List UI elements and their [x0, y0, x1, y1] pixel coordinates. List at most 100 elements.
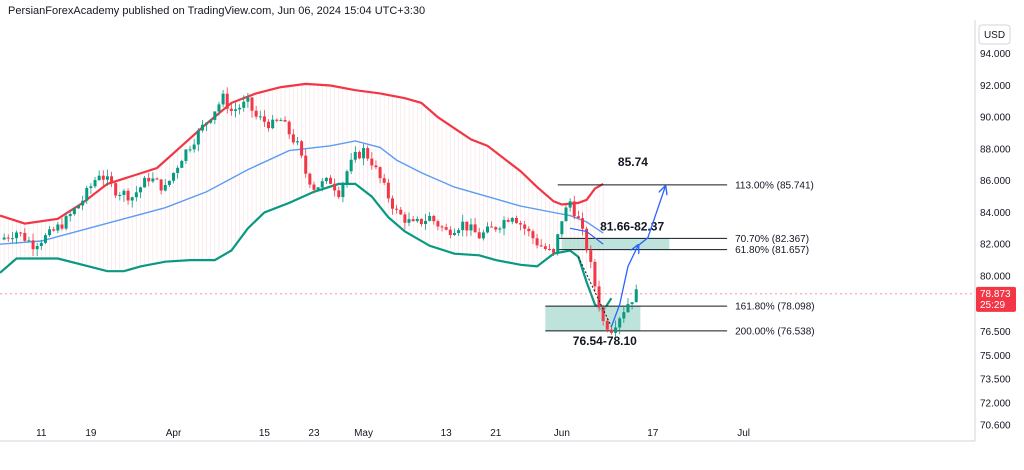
candle-body [386, 182, 390, 199]
candle-body [147, 177, 151, 182]
y-tick-label: 86.000 [980, 176, 1011, 187]
candle-body [448, 229, 452, 236]
candle-body [585, 228, 589, 251]
candle-body [324, 177, 328, 182]
candle-body [39, 242, 43, 247]
candle-body [192, 144, 196, 150]
candle-body [81, 200, 85, 206]
candle-body [349, 159, 353, 172]
candle-body [205, 122, 209, 125]
current-price-badge [976, 286, 1016, 312]
candle-body [126, 190, 130, 201]
candle-body [258, 116, 262, 118]
candle-body [374, 165, 378, 168]
candle-body [490, 226, 494, 228]
y-tick-label: 82.000 [980, 240, 1011, 251]
candle-body [304, 155, 308, 174]
candle-body [225, 93, 229, 109]
candle-body [378, 167, 382, 179]
candle-body [597, 286, 601, 308]
y-tick-label: 90.000 [980, 113, 1011, 124]
candle-body [180, 160, 184, 168]
candle-body [481, 232, 485, 239]
candle-body [506, 220, 510, 222]
candle-body [473, 224, 477, 233]
candle-body [547, 248, 551, 250]
candle-body [436, 221, 440, 227]
candle-body [93, 180, 97, 187]
candle-body [626, 304, 630, 313]
projection-arrow-leg2 [637, 187, 665, 247]
candle-body [539, 245, 543, 247]
candle-body [432, 215, 436, 222]
candle-body [209, 119, 213, 123]
candle-body [341, 183, 345, 198]
zone-label: 81.66-82.37 [600, 219, 664, 233]
candle-body [43, 235, 47, 243]
candle-body [2, 237, 6, 240]
candle-body [312, 184, 316, 190]
candle-body [498, 228, 502, 230]
moving-average-line [0, 140, 604, 245]
candle-body [143, 177, 147, 188]
candle-body [543, 246, 547, 249]
candle-body [254, 110, 258, 117]
candle-body [262, 116, 266, 122]
candle-body [31, 240, 35, 250]
candle-body [486, 226, 489, 233]
currency-label: USD [984, 30, 1005, 41]
candle-body [428, 215, 432, 221]
candle-body [390, 198, 394, 209]
candle-body [122, 190, 126, 195]
x-tick-label: 13 [441, 428, 453, 439]
candle-body [419, 218, 423, 225]
x-tick-label: Jul [737, 428, 750, 439]
candle-body [287, 121, 291, 135]
y-tick-label: 88.000 [980, 144, 1011, 155]
y-tick-label: 76.500 [980, 327, 1011, 338]
x-tick-label: May [354, 428, 373, 439]
candle-body [316, 187, 320, 190]
candle-body [35, 246, 39, 250]
currency-button[interactable]: USD [978, 24, 1011, 45]
lower-band-line [0, 182, 613, 313]
candle-body [576, 216, 580, 219]
candle-body [172, 172, 176, 181]
candle-body [138, 187, 142, 193]
candle-body [151, 178, 155, 182]
candle-body [267, 121, 271, 129]
y-tick-label: 70.600 [980, 421, 1011, 432]
current-price-value: 78.873 [980, 289, 1011, 300]
upper-band-line [0, 82, 604, 225]
candle-body [68, 214, 72, 217]
bar-countdown: 25:29 [980, 300, 1005, 311]
candle-body [176, 167, 180, 173]
candle-body [531, 231, 535, 239]
y-tick-label: 75.000 [980, 351, 1011, 362]
candle-body [275, 119, 279, 121]
retest-arrow-line [569, 227, 604, 245]
x-tick-label: Jun [554, 428, 570, 439]
candle-body [48, 229, 52, 236]
candle-body [614, 327, 618, 333]
candle-body [246, 97, 250, 102]
candle-body [399, 209, 403, 215]
candle-body [589, 250, 593, 262]
candle-body [403, 214, 407, 223]
x-tick-label: 21 [490, 428, 502, 439]
candle-body [535, 238, 539, 246]
candle-body [15, 232, 19, 239]
candle-body [134, 192, 138, 198]
x-tick-label: Apr [166, 428, 182, 439]
candle-body [213, 111, 217, 120]
candle-body [184, 149, 188, 161]
candle-body [279, 120, 283, 122]
candle-body [601, 307, 605, 321]
y-tick-label: 80.000 [980, 271, 1011, 282]
candle-body [300, 141, 304, 156]
candle-body [118, 194, 122, 196]
candle-body [345, 171, 349, 184]
candle-body [415, 218, 419, 222]
candle-body [469, 224, 473, 231]
